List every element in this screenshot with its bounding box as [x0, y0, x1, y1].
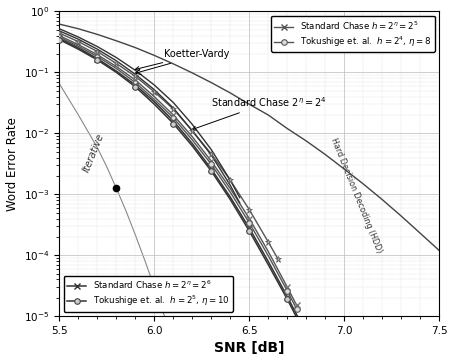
Text: Standard Chase $2^{\eta} = 2^4$: Standard Chase $2^{\eta} = 2^4$ [192, 95, 327, 130]
Text: Koetter-Vardy: Koetter-Vardy [135, 49, 229, 70]
Text: Hard Decision Decoding (HDD): Hard Decision Decoding (HDD) [329, 137, 384, 255]
Legend: Standard Chase $h = 2^{\eta} = 2^6$, Tokushige et. al.  $h = 2^5$, $\eta = 10$: Standard Chase $h = 2^{\eta} = 2^6$, Tok… [64, 275, 233, 312]
X-axis label: SNR [dB]: SNR [dB] [214, 342, 284, 356]
Text: Iterative: Iterative [81, 131, 106, 173]
Y-axis label: Word Error Rate: Word Error Rate [5, 117, 19, 211]
